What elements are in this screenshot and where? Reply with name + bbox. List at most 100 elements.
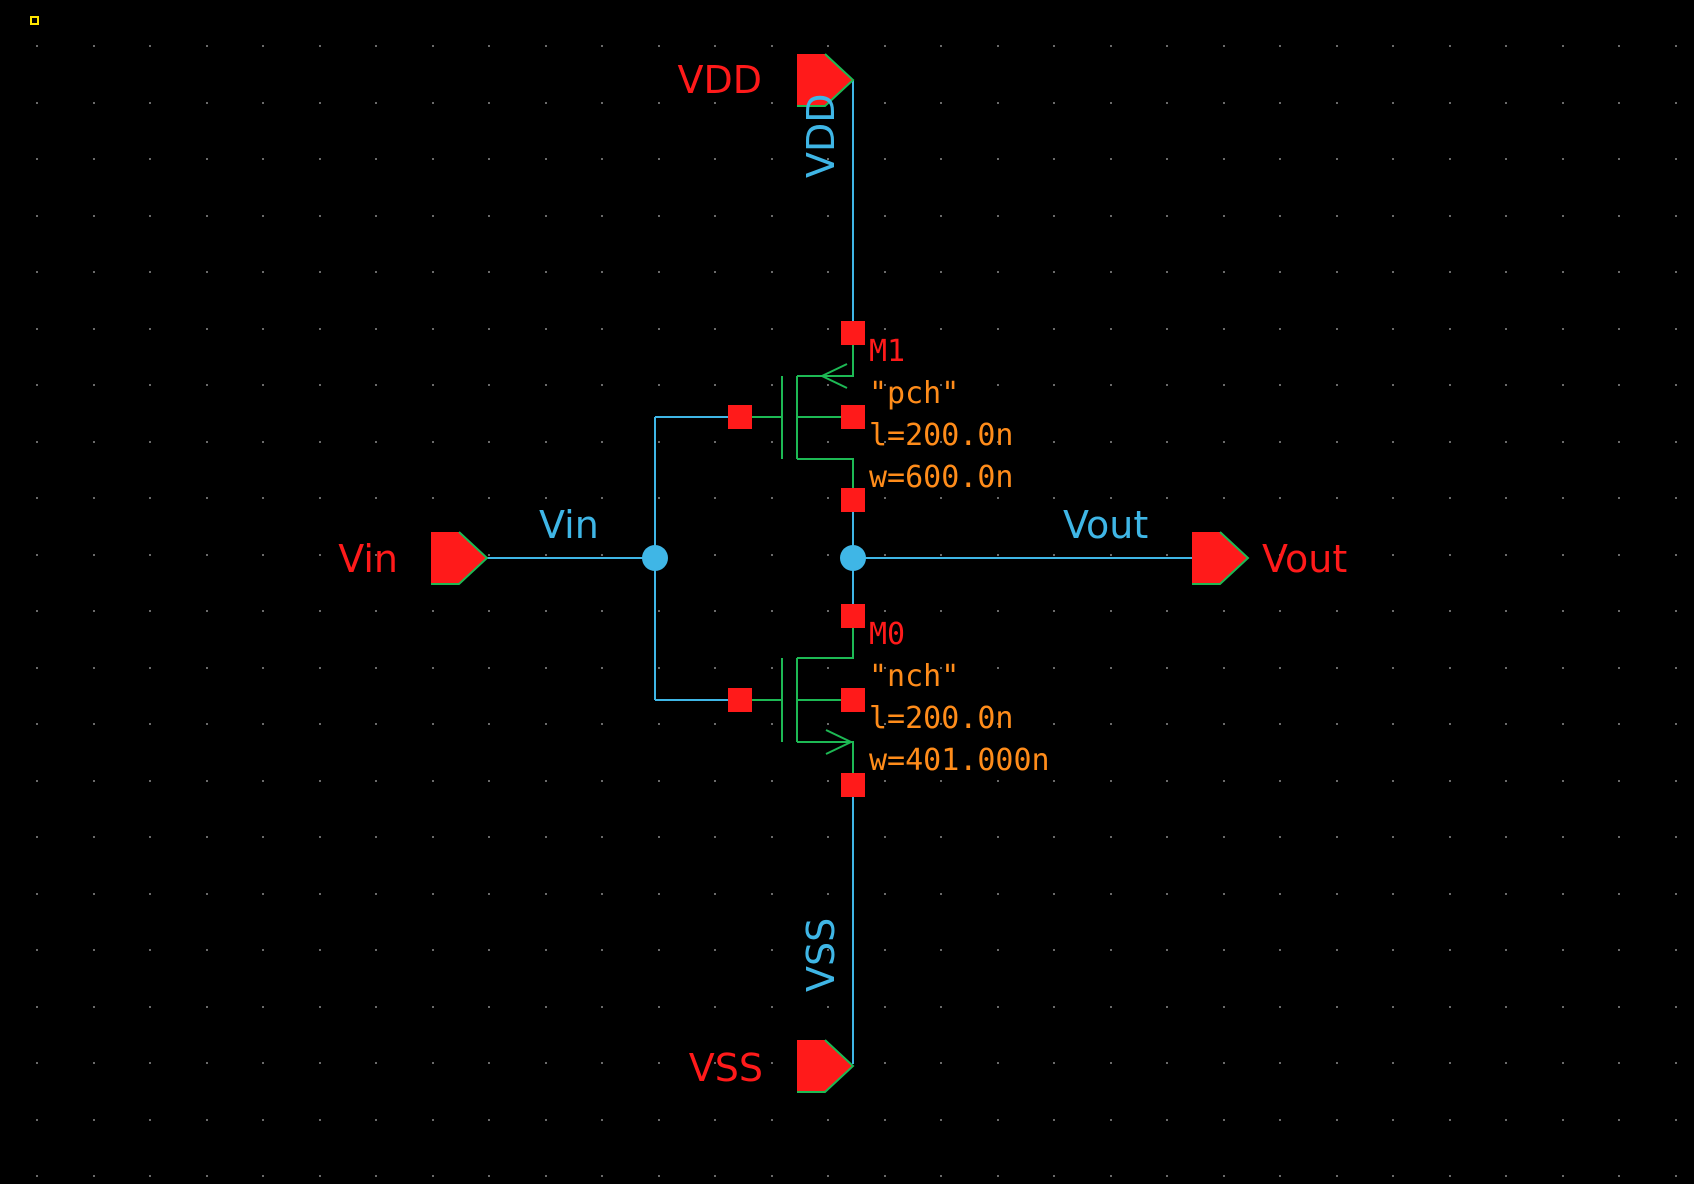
grid-dot <box>1562 158 1564 160</box>
grid-dot <box>1449 554 1451 556</box>
pmos-gate-pin[interactable] <box>728 405 752 429</box>
grid-dot <box>771 780 773 782</box>
grid-dot <box>1675 158 1677 160</box>
grid-dot <box>1505 723 1507 725</box>
grid-dot <box>1392 441 1394 443</box>
grid-dot <box>1392 158 1394 160</box>
pmos-length[interactable]: l=200.0n <box>869 418 1014 453</box>
grid-dot <box>1449 667 1451 669</box>
nmos-instance-name[interactable]: M0 <box>869 617 905 652</box>
port-vdd[interactable]: VDD <box>677 53 855 107</box>
grid-dot <box>319 328 321 330</box>
vin-port-label: Vin <box>338 537 398 581</box>
grid-dot <box>1675 1119 1677 1121</box>
grid-dot <box>1223 610 1225 612</box>
grid-dot <box>262 836 264 838</box>
grid-dot <box>1336 497 1338 499</box>
grid-dot <box>714 441 716 443</box>
pmos-instance-name[interactable]: M1 <box>869 334 905 369</box>
pmos-width[interactable]: w=600.0n <box>869 460 1014 495</box>
grid-dot <box>1110 158 1112 160</box>
grid-dot <box>1053 497 1055 499</box>
grid-dot <box>827 667 829 669</box>
grid-dot <box>432 1175 434 1177</box>
grid-dot <box>1562 893 1564 895</box>
grid-dot <box>1279 1175 1281 1177</box>
grid-dot <box>1562 836 1564 838</box>
grid-dot <box>545 215 547 217</box>
nmos-model[interactable]: "nch" <box>869 659 959 694</box>
grid-dot <box>1675 1006 1677 1008</box>
grid-dot <box>1562 1062 1564 1064</box>
nmos-body-pin[interactable] <box>841 688 865 712</box>
pmos-source-pin[interactable] <box>841 321 865 345</box>
grid-dot <box>1223 45 1225 47</box>
grid-dot <box>149 328 151 330</box>
grid-dot <box>1166 384 1168 386</box>
grid-dot <box>1675 441 1677 443</box>
grid-dot <box>36 1175 38 1177</box>
grid-dot <box>545 1006 547 1008</box>
vin-port-shape <box>431 532 487 584</box>
grid-dot <box>601 1006 603 1008</box>
grid-dot <box>1675 893 1677 895</box>
grid-dot <box>432 215 434 217</box>
port-vss[interactable]: VSS <box>689 1039 855 1093</box>
nmos-width[interactable]: w=401.000n <box>869 743 1050 778</box>
grid-dot <box>884 215 886 217</box>
nmos-length[interactable]: l=200.0n <box>869 701 1014 736</box>
grid-dot <box>1618 1175 1620 1177</box>
grid-dot <box>36 893 38 895</box>
grid-dot <box>1449 441 1451 443</box>
grid-dot <box>36 271 38 273</box>
grid-dot <box>658 1006 660 1008</box>
grid-dot <box>545 102 547 104</box>
grid-dot <box>1618 384 1620 386</box>
grid-dot <box>1053 780 1055 782</box>
grid-dot <box>884 893 886 895</box>
grid-dot <box>601 893 603 895</box>
grid-dot <box>601 441 603 443</box>
pmos-model[interactable]: "pch" <box>869 376 959 411</box>
grid-dot <box>601 949 603 951</box>
grid-dot <box>1618 497 1620 499</box>
grid-dot <box>545 1175 547 1177</box>
grid-dot <box>1336 45 1338 47</box>
grid-dot <box>93 328 95 330</box>
pmos-m1[interactable] <box>740 333 854 500</box>
grid-dot <box>149 45 151 47</box>
grid-dot <box>884 1175 886 1177</box>
nmos-drain-pin[interactable] <box>841 604 865 628</box>
grid-dot <box>1675 554 1677 556</box>
grid-dot <box>1618 1119 1620 1121</box>
grid-dot <box>1505 497 1507 499</box>
grid-dot <box>319 610 321 612</box>
pmos-body-pin[interactable] <box>841 405 865 429</box>
grid-dot <box>997 949 999 951</box>
port-vin[interactable]: Vin <box>338 531 489 585</box>
grid-dot <box>206 780 208 782</box>
grid-dot <box>1279 836 1281 838</box>
grid-dot <box>601 328 603 330</box>
grid-dot <box>1505 441 1507 443</box>
grid-dot <box>771 610 773 612</box>
grid-dot <box>1110 780 1112 782</box>
nmos-m0[interactable] <box>740 616 854 785</box>
pmos-drain-pin[interactable] <box>841 488 865 512</box>
nmos-gate-pin[interactable] <box>728 688 752 712</box>
grid-dot <box>545 893 547 895</box>
grid-dot <box>1562 441 1564 443</box>
nmos-source-pin[interactable] <box>841 773 865 797</box>
grid-dot <box>375 554 377 556</box>
grid-dot <box>1166 271 1168 273</box>
grid-dot <box>827 441 829 443</box>
grid-dot <box>93 384 95 386</box>
grid-dot <box>1675 1062 1677 1064</box>
grid-dot <box>1505 1062 1507 1064</box>
grid-dot <box>1053 836 1055 838</box>
port-vout[interactable]: Vout <box>1192 531 1347 585</box>
grid-dot <box>1562 1006 1564 1008</box>
grid-dot <box>827 949 829 951</box>
grid-dot <box>93 215 95 217</box>
